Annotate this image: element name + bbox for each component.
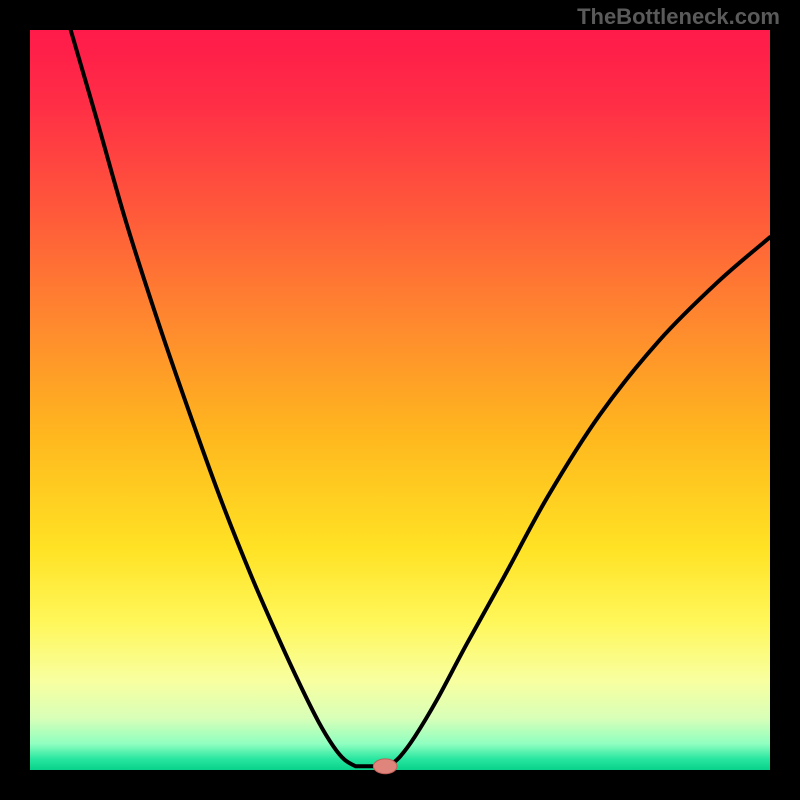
bottleneck-chart — [0, 0, 800, 800]
attribution-label: TheBottleneck.com — [577, 4, 780, 30]
chart-container: { "attribution": { "text": "TheBottlenec… — [0, 0, 800, 800]
optimal-point-marker — [373, 759, 397, 774]
gradient-background — [30, 30, 770, 770]
